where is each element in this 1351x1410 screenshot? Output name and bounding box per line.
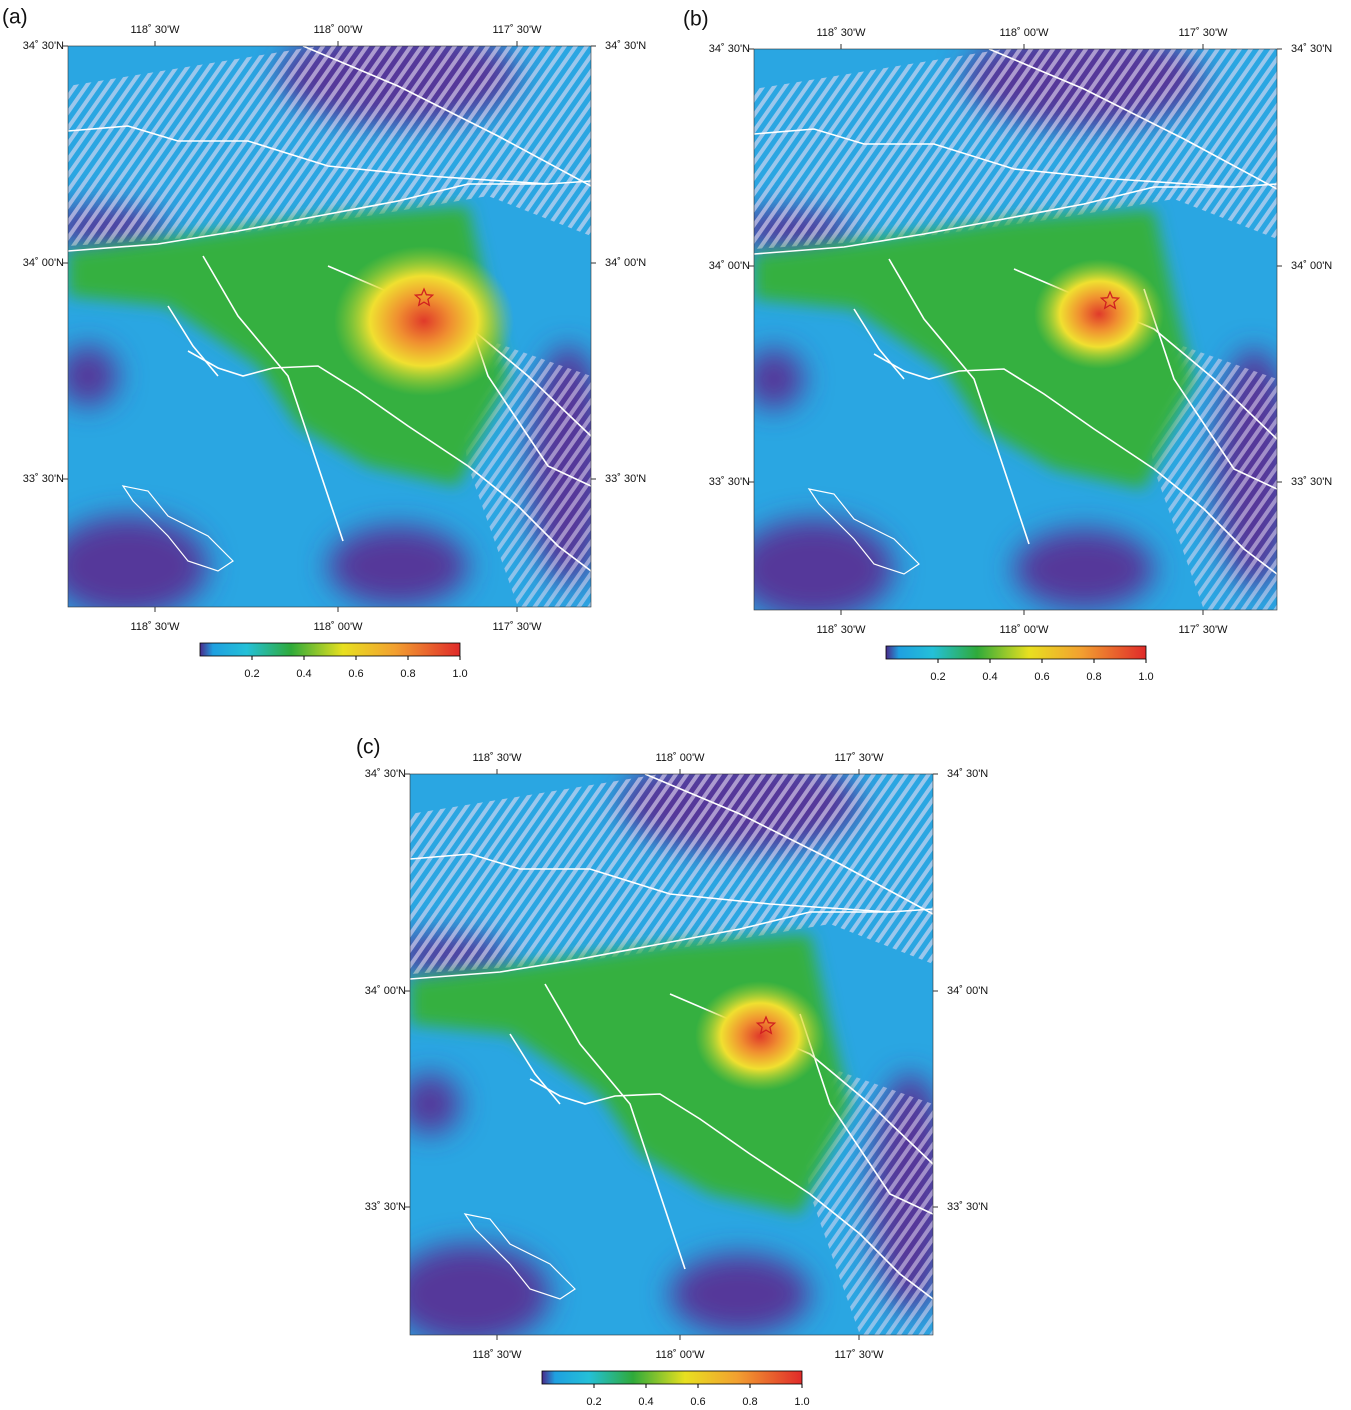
x-tick-label-top: 118˚ 00'W <box>1000 27 1050 39</box>
hotspot <box>334 246 514 396</box>
y-tick-label-left: 33˚ 30'N <box>23 473 64 485</box>
colorbar-tick-label: 0.4 <box>982 671 997 683</box>
y-tick-label-right: 34˚ 30'N <box>1291 43 1332 55</box>
y-tick-label-left: 34˚ 00'N <box>709 260 750 272</box>
colorbar-tick-label: 0.2 <box>930 671 945 683</box>
map-frame <box>67 45 592 608</box>
x-tick-label-bottom: 118˚ 00'W <box>314 621 364 633</box>
y-tick-label-left: 34˚ 00'N <box>365 985 406 997</box>
x-tick-label-top: 117˚ 30'W <box>1179 27 1229 39</box>
colorbar-tick-label: 0.6 <box>1034 671 1049 683</box>
x-tick-label-bottom: 117˚ 30'W <box>493 621 543 633</box>
y-tick-label-left: 33˚ 30'N <box>365 1201 406 1213</box>
map-image <box>48 26 608 616</box>
y-tick-label-right: 33˚ 30'N <box>1291 476 1332 488</box>
x-tick-label-top: 118˚ 00'W <box>656 752 706 764</box>
colorbar-tick-label: 1.0 <box>452 668 467 680</box>
panel-label: (b) <box>683 8 709 31</box>
x-tick-label-bottom: 118˚ 00'W <box>1000 624 1050 636</box>
x-tick-label-top: 118˚ 30'W <box>131 24 181 36</box>
map-panel: 118˚ 30'W 118˚ 30'W 118˚ 00'W 118˚ 00'W 117˚… <box>23 24 647 680</box>
x-tick-label-bottom: 118˚ 30'W <box>473 1349 523 1361</box>
map-panel: 118˚ 30'W 118˚ 30'W 118˚ 00'W 118˚ 00'W 117˚… <box>709 27 1333 683</box>
map-frame <box>753 48 1278 611</box>
x-tick-label-bottom: 118˚ 00'W <box>656 1349 706 1361</box>
colorbar-tick-label: 0.8 <box>742 1396 757 1408</box>
x-tick-label-bottom: 118˚ 30'W <box>131 621 181 633</box>
epicenter-star <box>413 287 435 307</box>
colorbar-tick-label: 0.6 <box>690 1396 705 1408</box>
colorbar-tick-label: 0.2 <box>586 1396 601 1408</box>
x-tick-label-bottom: 118˚ 30'W <box>817 624 867 636</box>
y-tick-label-left: 34˚ 30'N <box>365 768 406 780</box>
x-tick-label-top: 117˚ 30'W <box>493 24 543 36</box>
colorbar-tick-label: 1.0 <box>1138 671 1153 683</box>
map-image <box>390 754 950 1344</box>
x-tick-label-top: 118˚ 30'W <box>817 27 867 39</box>
colorbar-tick-label: 0.2 <box>244 668 259 680</box>
colorbar-tick-label: 0.6 <box>348 668 363 680</box>
y-tick-label-left: 34˚ 30'N <box>709 43 750 55</box>
x-tick-label-top: 118˚ 30'W <box>473 752 523 764</box>
colorbar <box>199 642 461 657</box>
colorbar-tick-label: 0.8 <box>1086 671 1101 683</box>
map-frame <box>409 773 934 1336</box>
x-tick-label-top: 117˚ 30'W <box>835 752 885 764</box>
y-tick-label-right: 33˚ 30'N <box>947 1201 988 1213</box>
colorbar-tick-label: 0.4 <box>638 1396 653 1408</box>
epicenter-star <box>755 1015 777 1035</box>
colorbar <box>541 1370 803 1385</box>
epicenter-star <box>1099 290 1121 310</box>
panel-label: (a) <box>2 6 28 29</box>
y-tick-label-left: 34˚ 30'N <box>23 40 64 52</box>
panel-label: (c) <box>356 736 381 759</box>
colorbar-tick-label: 0.8 <box>400 668 415 680</box>
map-image <box>734 29 1294 619</box>
x-tick-label-bottom: 117˚ 30'W <box>1179 624 1229 636</box>
y-tick-label-right: 34˚ 00'N <box>1291 260 1332 272</box>
hotspot <box>695 981 825 1091</box>
y-tick-label-right: 34˚ 00'N <box>947 985 988 997</box>
map-panel: 118˚ 30'W 118˚ 30'W 118˚ 00'W 118˚ 00'W 117˚… <box>365 752 989 1408</box>
y-tick-label-left: 34˚ 00'N <box>23 257 64 269</box>
colorbar-tick-label: 0.4 <box>296 668 311 680</box>
y-tick-label-right: 34˚ 30'N <box>605 40 646 52</box>
colorbar <box>885 645 1147 660</box>
y-tick-label-right: 34˚ 30'N <box>947 768 988 780</box>
y-tick-label-right: 33˚ 30'N <box>605 473 646 485</box>
x-tick-label-top: 118˚ 00'W <box>314 24 364 36</box>
x-tick-label-bottom: 117˚ 30'W <box>835 1349 885 1361</box>
y-tick-label-left: 33˚ 30'N <box>709 476 750 488</box>
hotspot <box>1034 259 1164 369</box>
colorbar-tick-label: 1.0 <box>794 1396 809 1408</box>
y-tick-label-right: 34˚ 00'N <box>605 257 646 269</box>
